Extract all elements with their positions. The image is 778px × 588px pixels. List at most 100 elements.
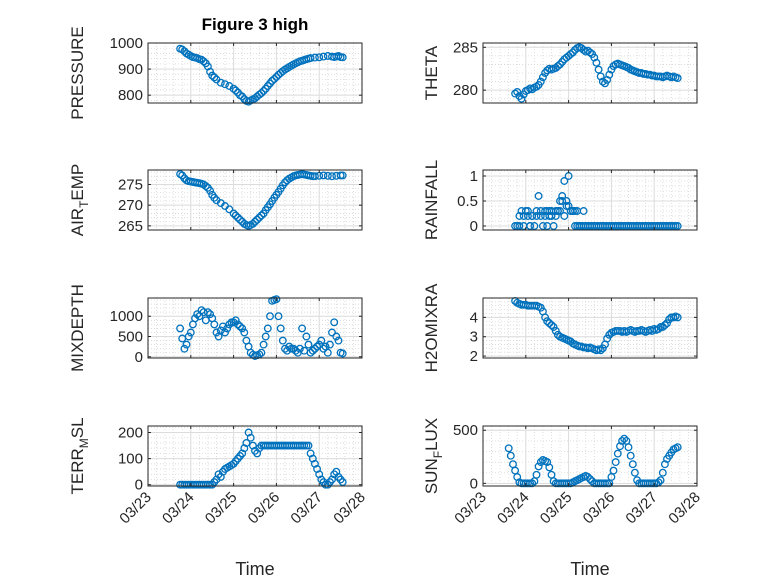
data-point (201, 182, 210, 191)
data-point (541, 313, 550, 322)
data-point (300, 441, 309, 450)
data-point (206, 67, 215, 76)
data-point (551, 212, 560, 220)
data-point (285, 342, 294, 351)
data-point (308, 346, 317, 355)
data-point (579, 45, 588, 54)
axes-box (147, 169, 363, 231)
data-point (538, 73, 547, 82)
data-point (295, 344, 304, 353)
data-point (229, 318, 238, 327)
data-point (571, 222, 579, 230)
data-point (203, 480, 212, 489)
data-point (180, 344, 189, 353)
data-point (549, 323, 558, 331)
data-point (624, 443, 633, 452)
data-point (560, 177, 569, 185)
y-tick-label: 500 (118, 329, 143, 346)
x-tick-label: 03/26 (580, 489, 619, 528)
data-point (186, 328, 195, 337)
x-tick-label: 03/28 (665, 489, 704, 528)
data-point (276, 324, 285, 333)
data-point (605, 70, 614, 79)
data-point (261, 332, 270, 341)
data-point (223, 324, 232, 333)
axes-background (483, 170, 697, 230)
x-tick-label: 03/28 (330, 489, 369, 528)
data-point (221, 80, 229, 89)
data-point (618, 436, 627, 445)
data-point (620, 434, 629, 443)
y-axis-label-text: AIR (68, 208, 87, 236)
data-point (212, 328, 221, 337)
data-point (278, 336, 287, 345)
data-point (513, 87, 522, 96)
data-point (556, 207, 564, 215)
data-point (594, 65, 603, 74)
data-point (240, 328, 249, 337)
data-point (575, 222, 584, 230)
data-point (251, 217, 259, 226)
y-tick-label: 800 (118, 87, 143, 104)
data-point (270, 75, 279, 83)
y-axis-label: RAINFALL (422, 160, 441, 240)
data-point (663, 319, 671, 328)
series-markers (511, 43, 682, 103)
data-point (253, 215, 262, 224)
data-point (628, 460, 637, 469)
data-point (233, 320, 242, 329)
data-point (523, 86, 532, 95)
y-axis-label-text: MIXDEPTH (68, 284, 87, 372)
y-tick-label: 3 (470, 329, 478, 346)
subplot-8: 0 500 SUNFLUX 03/23 03/24 03/25 03/26 03/27 03/2… (422, 418, 704, 579)
data-point (603, 479, 612, 488)
y-axis-label: AIRTEMP (68, 164, 91, 237)
data-point (319, 344, 328, 353)
y-axis-label-text: RAINFALL (422, 160, 441, 240)
y-axis-label-text: PRESSURE (68, 26, 87, 120)
y-tick-label: 0 (470, 475, 478, 492)
y-axis-label: SUNFLUX (422, 418, 445, 494)
data-point (182, 340, 191, 349)
data-point (504, 444, 513, 453)
series-markers (176, 428, 347, 489)
data-point (626, 451, 635, 460)
data-point (176, 324, 185, 333)
subplot-5: 0 500 1000 MIXDEPTH (68, 284, 363, 372)
data-point (255, 213, 264, 222)
chart-title: Figure 3 high (202, 15, 309, 34)
data-point (231, 211, 240, 220)
y-tick-label: 0 (135, 477, 143, 494)
x-tick-label: 03/27 (622, 489, 661, 528)
data-point (613, 449, 622, 458)
data-point (558, 197, 567, 205)
data-point (515, 212, 524, 220)
data-point (658, 468, 667, 477)
data-point (229, 209, 238, 218)
data-point (259, 340, 268, 349)
data-point (178, 45, 187, 54)
data-point (586, 48, 594, 57)
data-point (317, 336, 326, 345)
data-point (528, 479, 537, 488)
y-tick-label: 200 (118, 425, 143, 442)
series-markers (176, 44, 347, 106)
data-point (319, 171, 328, 180)
x-tick-label: 03/23 (451, 489, 490, 528)
data-point (266, 312, 274, 321)
data-point (206, 310, 215, 319)
data-point (236, 215, 244, 224)
data-point (673, 222, 682, 230)
data-point (328, 172, 336, 181)
data-point (210, 193, 219, 202)
data-point (568, 207, 577, 215)
data-point (566, 50, 575, 59)
y-tick-label: 0.5 (457, 193, 478, 210)
data-point (519, 212, 528, 220)
data-point (248, 219, 257, 228)
data-point (579, 207, 588, 215)
data-point (523, 212, 532, 220)
data-point (330, 318, 339, 327)
